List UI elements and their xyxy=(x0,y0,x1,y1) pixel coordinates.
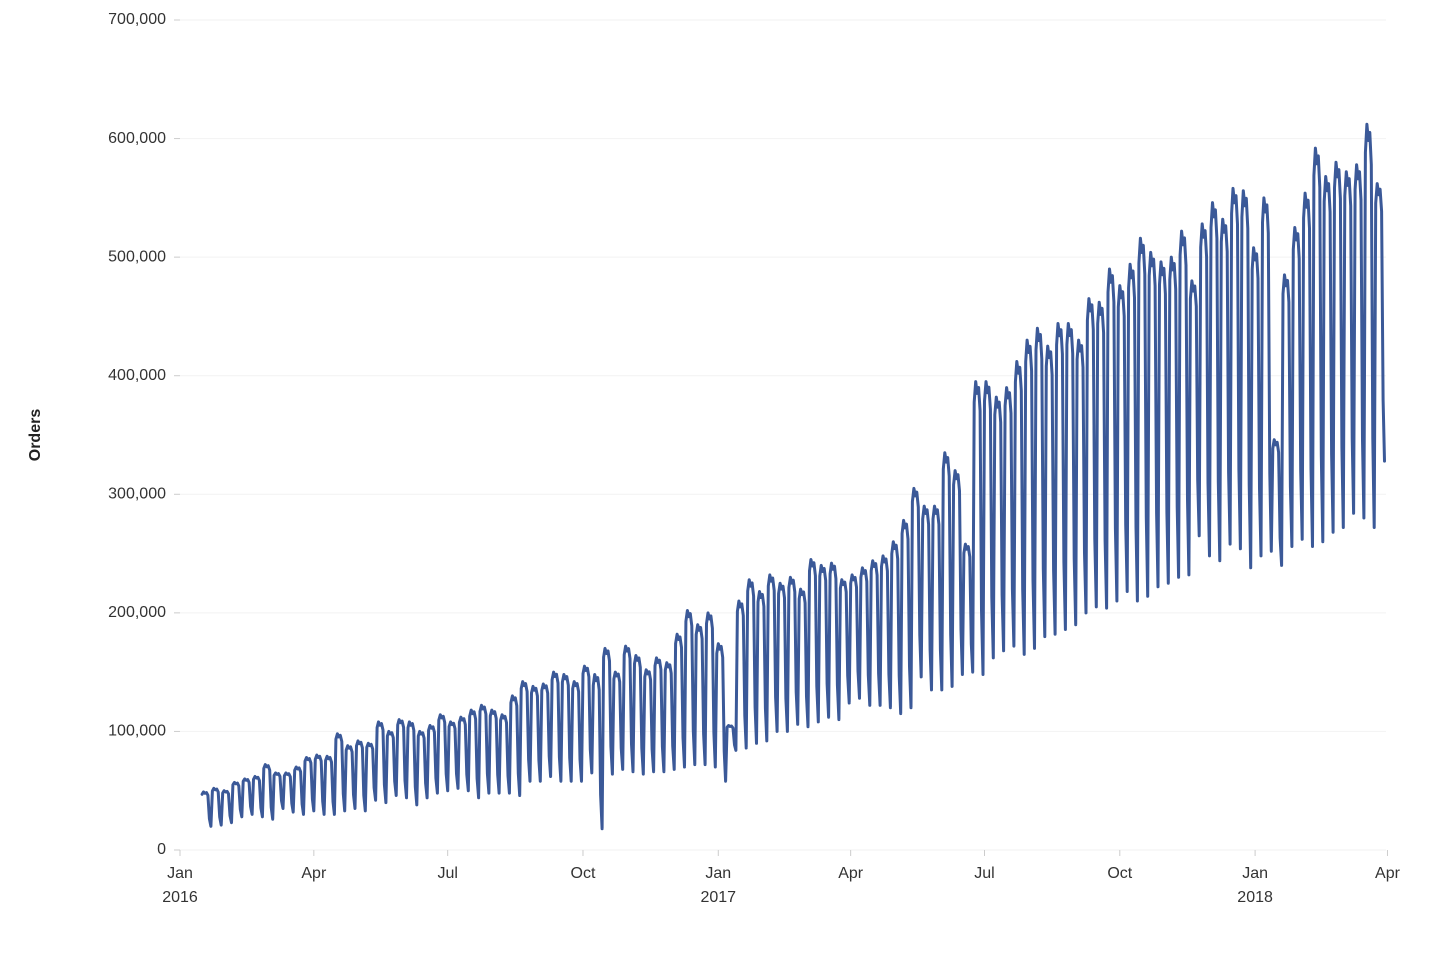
chart-svg: 0 100,000 200,000 300,000 400,000 500,000 600,… xyxy=(0,0,1446,960)
orders-series-line xyxy=(202,124,1384,828)
y-tick-label: 500,000 xyxy=(108,248,166,265)
y-axis-title: Orders xyxy=(27,409,44,462)
y-tick-label: 700,000 xyxy=(108,11,166,28)
x-tick-label-month: Apr xyxy=(1375,865,1401,882)
y-tick-label: 300,000 xyxy=(108,486,166,503)
y-tick-label: 600,000 xyxy=(108,130,166,147)
x-tick-label-year: 2017 xyxy=(700,889,736,906)
y-tick-label: 400,000 xyxy=(108,367,166,384)
x-tick-label-month: Jan xyxy=(1242,865,1268,882)
x-tick-label-month: Jan xyxy=(705,865,731,882)
x-tick-label-month: Apr xyxy=(301,865,327,882)
x-tick-label-month: Apr xyxy=(838,865,864,882)
x-tick-label-month: Jan xyxy=(167,865,193,882)
x-tick-label-month: Oct xyxy=(1107,865,1132,882)
y-tick-label: 100,000 xyxy=(108,723,166,740)
x-tick-label-month: Jul xyxy=(974,865,994,882)
x-tick-label-year: 2016 xyxy=(162,889,198,906)
x-tick-label-month: Jul xyxy=(437,865,457,882)
orders-line-chart: 0 100,000 200,000 300,000 400,000 500,000 600,… xyxy=(0,0,1446,960)
y-tick-label: 0 xyxy=(157,841,166,858)
x-tick-label-month: Oct xyxy=(571,865,596,882)
y-tick-label: 200,000 xyxy=(108,604,166,621)
x-tick-label-year: 2018 xyxy=(1237,889,1273,906)
